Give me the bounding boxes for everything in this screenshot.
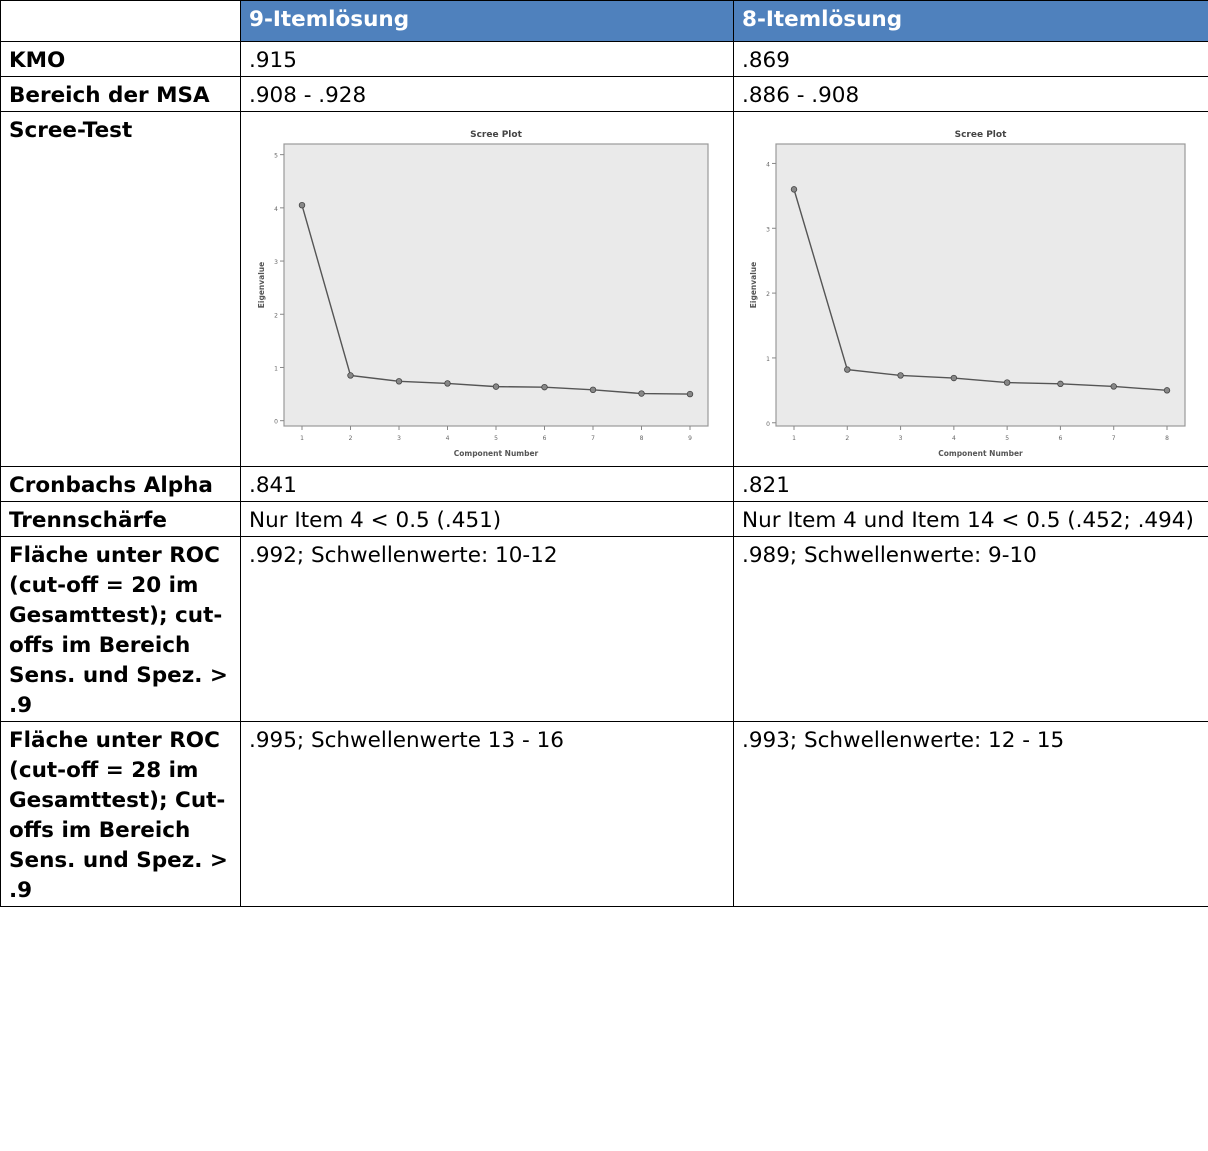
data-point xyxy=(1003,379,1010,386)
data-point xyxy=(790,186,797,193)
x-tick-label: 2 xyxy=(349,435,353,442)
x-axis-label: Component Number xyxy=(454,449,539,458)
y-tick-label: 1 xyxy=(766,356,770,363)
y-tick-label: 2 xyxy=(766,291,770,298)
x-tick-label: 4 xyxy=(951,435,955,442)
y-tick-label: 2 xyxy=(274,312,278,319)
y-tick-label: 1 xyxy=(274,365,278,372)
x-tick-label: 6 xyxy=(543,435,547,442)
y-axis-label: Eigenvalue xyxy=(749,262,758,308)
alpha-8-item: .821 xyxy=(733,466,1208,502)
data-point xyxy=(298,201,306,209)
y-axis-label: Eigenvalue xyxy=(257,262,266,308)
y-tick-label: 5 xyxy=(274,153,278,160)
data-point xyxy=(896,372,904,379)
msa-9-item: .908 - .928 xyxy=(240,76,734,112)
chart-title: Scree Plot xyxy=(470,130,522,140)
x-tick-label: 8 xyxy=(1165,435,1169,442)
x-tick-label: 6 xyxy=(1058,435,1062,442)
data-point xyxy=(950,374,957,382)
data-point xyxy=(492,383,500,390)
y-tick-label: 3 xyxy=(766,226,770,233)
row-msa: Bereich der MSA .908 - .928 .886 - .908 xyxy=(0,76,1208,112)
x-axis-label: Component Number xyxy=(938,449,1023,458)
x-tick-label: 7 xyxy=(591,435,595,442)
scree-plot-cell-9-item: Scree Plot 0 1 2 3 4 5 1 2 3 4 5 6 7 8 9 Component Numbe… xyxy=(240,111,734,467)
scree-plot-8-item: Scree Plot 0 1 2 3 4 1 2 3 4 5 6 7 8 Component Number E… xyxy=(749,130,1186,458)
series-line xyxy=(792,189,1167,392)
row-kmo: KMO .915 .869 xyxy=(0,41,1208,77)
msa-8-item: .886 - .908 xyxy=(733,76,1208,112)
row-label-msa: Bereich der MSA xyxy=(0,76,241,112)
row-label-scree: Scree-Test xyxy=(0,111,241,467)
x-tick-label: 2 xyxy=(845,435,849,442)
x-tick-label: 8 xyxy=(640,435,644,442)
comparison-table: 9-Itemlösung 8-Itemlösung KMO .915 .869 … xyxy=(0,0,1208,907)
roc-28-8-item: .993; Schwellenwerte: 12 - 15 xyxy=(733,721,1208,907)
x-tick-label: 1 xyxy=(300,435,304,442)
row-label-kmo: KMO xyxy=(0,41,241,77)
kmo-9-item: .915 xyxy=(240,41,734,77)
header-empty-cell xyxy=(0,0,241,42)
data-point xyxy=(541,383,548,391)
data-point xyxy=(1056,380,1064,388)
plot-area xyxy=(774,143,1186,427)
x-tick-label: 4 xyxy=(446,435,450,442)
roc-20-9-item: .992; Schwellenwerte: 10-12 xyxy=(240,536,734,722)
kmo-8-item: .869 xyxy=(733,41,1208,77)
row-scree: Scree-Test Scree Plot 0 1 2 3 4 5 1 2 3 4 5 6 7 8 9 Comp… xyxy=(0,111,1208,467)
header-row: 9-Itemlösung 8-Itemlösung xyxy=(0,0,1208,42)
data-point xyxy=(589,386,597,394)
x-tick-label: 3 xyxy=(898,435,902,442)
row-roc-28: Fläche unter ROC (cut-off = 28 im Gesamt… xyxy=(0,721,1208,907)
y-tick-label: 3 xyxy=(274,259,278,266)
y-tick-label: 4 xyxy=(766,161,770,168)
header-8-item: 8-Itemlösung xyxy=(733,0,1208,42)
x-tick-label: 3 xyxy=(397,435,401,442)
header-9-item: 9-Itemlösung xyxy=(240,0,734,42)
row-roc-20: Fläche unter ROC (cut-off = 20 im Gesamt… xyxy=(0,536,1208,722)
data-point xyxy=(1110,383,1117,390)
data-point xyxy=(686,390,694,398)
data-point xyxy=(638,390,645,397)
row-alpha: Cronbachs Alpha .841 .821 xyxy=(0,466,1208,502)
x-tick-label: 5 xyxy=(494,435,498,442)
row-label-roc-20: Fläche unter ROC (cut-off = 20 im Gesamt… xyxy=(0,536,241,722)
data-point xyxy=(843,366,850,373)
data-point xyxy=(395,378,403,385)
roc-28-9-item: .995; Schwellenwerte 13 - 16 xyxy=(240,721,734,907)
scree-plot-9-item: Scree Plot 0 1 2 3 4 5 1 2 3 4 5 6 7 8 9 Component Numbe… xyxy=(257,130,709,458)
y-tick-label: 0 xyxy=(274,419,278,426)
x-tick-label: 7 xyxy=(1111,435,1115,442)
row-label-alpha: Cronbachs Alpha xyxy=(0,466,241,502)
x-tick-label: 9 xyxy=(688,435,692,442)
x-tick-label: 1 xyxy=(792,435,796,442)
trennschaerfe-9-item: Nur Item 4 < 0.5 (.451) xyxy=(240,501,734,537)
row-trennschaerfe: Trennschärfe Nur Item 4 < 0.5 (.451) Nur… xyxy=(0,501,1208,537)
plot-area xyxy=(283,143,709,427)
roc-20-8-item: .989; Schwellenwerte: 9-10 xyxy=(733,536,1208,722)
scree-plot-cell-8-item: Scree Plot 0 1 2 3 4 1 2 3 4 5 6 7 8 Component Number E… xyxy=(733,111,1208,467)
x-tick-label: 5 xyxy=(1005,435,1009,442)
y-tick-label: 4 xyxy=(274,206,278,213)
trennschaerfe-8-item: Nur Item 4 und Item 14 < 0.5 (.452; .494… xyxy=(733,501,1208,537)
data-point xyxy=(1163,387,1170,394)
data-point xyxy=(347,372,354,379)
row-label-roc-28: Fläche unter ROC (cut-off = 28 im Gesamt… xyxy=(0,721,241,907)
y-tick-label: 0 xyxy=(766,421,770,428)
chart-title: Scree Plot xyxy=(954,130,1006,140)
alpha-9-item: .841 xyxy=(240,466,734,502)
row-label-trennschaerfe: Trennschärfe xyxy=(0,501,241,537)
data-point xyxy=(444,380,451,387)
